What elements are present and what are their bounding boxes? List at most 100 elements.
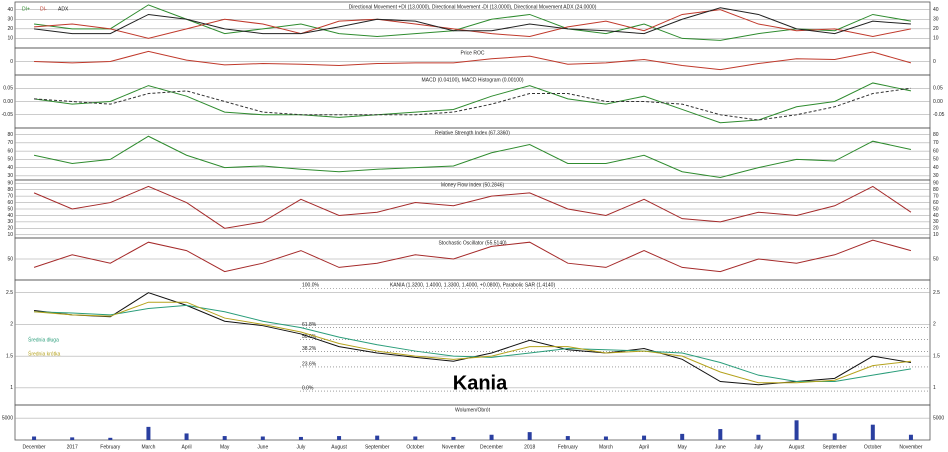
bar <box>832 433 837 440</box>
y-tick-label: 2.5 <box>933 290 940 296</box>
bar <box>146 426 151 440</box>
y-tick-label: 20 <box>7 226 13 232</box>
x-tick-label: 2018 <box>524 444 535 450</box>
y-tick-label: 5000 <box>2 415 13 421</box>
x-tick-label: June <box>257 444 268 450</box>
x-tick-label: February <box>100 444 121 450</box>
bar <box>184 433 189 440</box>
y-tick-label: 1.5 <box>6 353 13 359</box>
bar <box>870 424 875 440</box>
series-line <box>33 135 912 179</box>
x-tick-label: July <box>754 444 763 450</box>
bar <box>527 432 532 440</box>
series-line <box>34 9 912 39</box>
y-tick-label: 1 <box>10 385 13 391</box>
y-tick-label: 50 <box>933 256 939 262</box>
panel-title: Wolumen/Obrót <box>455 407 491 413</box>
x-tick-label: February <box>558 444 579 450</box>
y-tick-label: 20 <box>933 226 939 232</box>
y-tick-label: 1.5 <box>933 353 940 359</box>
panel-title: Stochastic Oscillator (55.5140) <box>438 240 506 246</box>
y-tick-label: 30 <box>7 173 13 179</box>
y-tick-label: 30 <box>7 17 13 23</box>
bar <box>718 429 723 440</box>
bar <box>298 436 303 440</box>
panel-title: KANIA (1.3200, 1.4000, 1.3300, 1.4000, +… <box>390 282 556 288</box>
y-tick-label: 50 <box>7 157 13 163</box>
series-line <box>33 239 912 273</box>
y-tick-label: 0.00 <box>3 99 13 105</box>
series-line <box>34 4 912 41</box>
legend-entry: DI- <box>40 6 47 12</box>
series-line <box>34 301 911 384</box>
y-tick-label: 70 <box>7 193 13 199</box>
y-tick-label: 40 <box>933 7 939 13</box>
y-tick-label: 40 <box>933 213 939 219</box>
x-tick-label: November <box>899 444 922 450</box>
x-tick-label: September <box>822 444 847 450</box>
fib-label: 0.0% <box>302 385 314 391</box>
y-tick-label: 50 <box>933 206 939 212</box>
x-tick-label: September <box>365 444 390 450</box>
x-tick-label: March <box>141 444 155 450</box>
panel-title: Price ROC <box>461 50 485 56</box>
legend-entry: ADX <box>58 6 69 12</box>
y-tick-label: 2 <box>10 322 13 328</box>
x-tick-label: December <box>480 444 503 450</box>
y-tick-label: 30 <box>7 219 13 225</box>
y-tick-label: 5000 <box>933 415 944 421</box>
y-tick-label: 40 <box>7 7 13 13</box>
y-tick-label: 40 <box>7 213 13 219</box>
y-tick-label: 70 <box>7 140 13 146</box>
bar <box>489 434 494 440</box>
y-tick-label: 10 <box>7 232 13 238</box>
x-tick-label: October <box>864 444 882 450</box>
x-tick-label: April <box>639 444 649 450</box>
y-tick-label: 10 <box>7 36 13 42</box>
y-tick-label: 70 <box>933 193 939 199</box>
fib-label: 61.8% <box>302 322 317 328</box>
bar <box>908 434 913 440</box>
panel-title: Relative Strength Index (67.3360) <box>435 130 510 136</box>
series-line <box>34 50 912 71</box>
y-tick-label: 0.05 <box>933 86 943 92</box>
bar <box>32 436 37 440</box>
y-tick-label: 60 <box>7 200 13 206</box>
bar <box>565 436 570 440</box>
bar <box>375 435 380 440</box>
x-tick-label: June <box>715 444 726 450</box>
bar <box>260 436 265 440</box>
bar <box>756 434 761 440</box>
y-tick-label: 1 <box>933 385 936 391</box>
y-tick-label: 30 <box>933 173 939 179</box>
y-tick-label: 60 <box>7 148 13 154</box>
fib-label: 23.6% <box>302 361 317 367</box>
legend-entry: DI+ <box>22 6 30 12</box>
x-tick-label: November <box>442 444 465 450</box>
bar <box>413 436 418 440</box>
fib-label: 100.0% <box>302 283 320 289</box>
x-tick-label: December <box>23 444 46 450</box>
x-tick-label: July <box>296 444 305 450</box>
y-tick-label: 90 <box>7 181 13 187</box>
y-tick-label: 20 <box>7 26 13 32</box>
panel-title: Money Flow Index (50.2846) <box>441 182 505 188</box>
panel-title: MACD (0.04100), MACD Histogram (0.00100) <box>422 77 524 83</box>
y-tick-label: 2.5 <box>6 290 13 296</box>
y-tick-label: 40 <box>933 165 939 171</box>
bar <box>222 436 227 440</box>
y-tick-label: 90 <box>933 181 939 187</box>
x-tick-label: April <box>182 444 192 450</box>
y-tick-label: 0 <box>10 59 13 65</box>
y-tick-label: -0.05 <box>933 112 945 118</box>
series-line <box>33 82 912 124</box>
y-tick-label: 70 <box>933 140 939 146</box>
y-tick-label: -0.05 <box>2 112 14 118</box>
bar <box>108 437 113 440</box>
series-line <box>34 292 912 386</box>
x-tick-label: March <box>599 444 613 450</box>
y-tick-label: 50 <box>7 206 13 212</box>
y-tick-label: 0.00 <box>933 99 943 105</box>
x-tick-label: May <box>220 444 230 450</box>
